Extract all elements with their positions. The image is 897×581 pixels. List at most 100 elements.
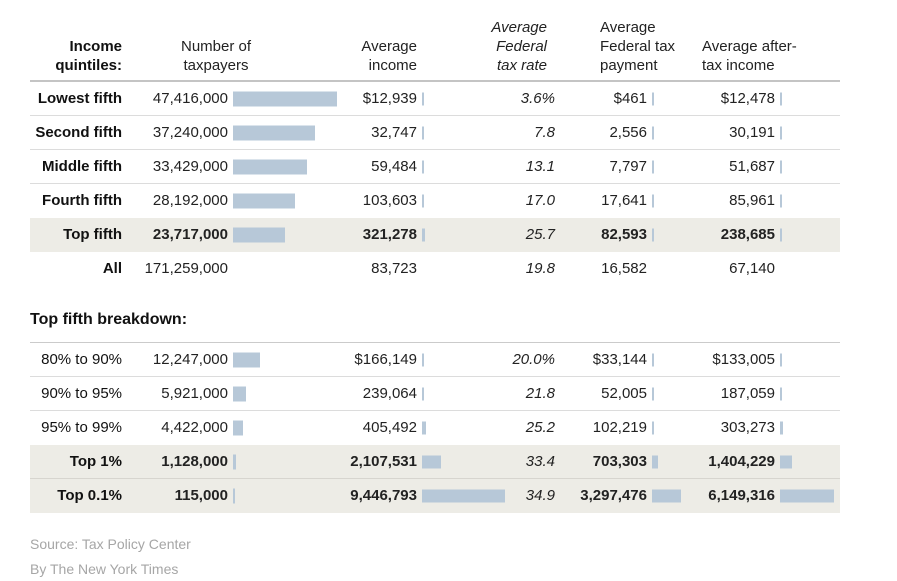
taxpayers-value: 115,000 (174, 487, 228, 504)
tax-payment-bar (652, 126, 654, 139)
income-cell: 103,603 (228, 184, 424, 218)
tax-payment-bar (652, 160, 654, 173)
after-tax-bar (780, 353, 782, 366)
header-line: tax income (702, 57, 775, 74)
after-tax-bar (780, 387, 782, 400)
tax-payment-cell: 703,303 (555, 445, 659, 478)
taxpayers-value: 28,192,000 (152, 192, 228, 209)
row-label: Top 0.1% (57, 487, 122, 504)
income-bar (422, 353, 424, 366)
after-tax-value: 85,961 (729, 192, 775, 209)
table-row-top-fifth: Top fifth 23,717,000 321,278 25.7 82,593… (30, 218, 840, 252)
taxpayers-value: 1,128,000 (161, 453, 228, 470)
row-label: Top fifth (63, 226, 122, 243)
taxpayers-value: 4,422,000 (161, 419, 228, 436)
income-value: 239,064 (362, 385, 417, 402)
taxpayers-cell: 4,422,000 (122, 411, 243, 445)
col-header-average-after-tax-income: Average after- tax income (702, 37, 797, 75)
income-bar (422, 92, 424, 105)
after-tax-cell: $12,478 (647, 82, 782, 115)
col-header-average-federal-tax-payment: Average Federal tax payment (600, 18, 675, 75)
income-cell: 239,064 (228, 377, 425, 410)
taxpayers-cell: 33,429,000 (122, 150, 307, 183)
tax-payment-cell: 7,797 (555, 150, 654, 183)
tax-rate-value: 17.0 (525, 192, 555, 209)
tax-payment-bar (652, 92, 654, 105)
after-tax-bar (780, 455, 793, 468)
after-tax-bar (780, 489, 835, 503)
income-cell: 2,107,531 (228, 445, 441, 478)
income-cell: $166,149 (228, 343, 424, 376)
taxpayers-bar (233, 91, 338, 106)
income-value: 103,603 (362, 192, 417, 209)
income-quintiles-table: Income quintiles: Number of taxpayers Av… (30, 0, 840, 513)
taxpayers-bar (233, 193, 295, 209)
after-tax-value: 67,140 (729, 260, 775, 277)
taxpayers-bar (233, 227, 286, 243)
tax-rate-value: 3.6% (520, 90, 555, 107)
tax-rate-value: 33.4 (525, 453, 555, 470)
header-line: Federal tax (600, 38, 676, 55)
income-value: $12,939 (362, 90, 417, 107)
taxpayers-value: 12,247,000 (152, 351, 228, 368)
income-value: 2,107,531 (350, 453, 417, 470)
taxpayers-cell: 23,717,000 (122, 218, 286, 252)
table-row-top-01pct: Top 0.1% 115,000 9,446,793 34.9 3,297,47… (30, 479, 840, 513)
taxpayers-cell: 5,921,000 (122, 377, 246, 410)
after-tax-bar (780, 194, 782, 208)
tax-rate-value: 20.0% (512, 351, 555, 368)
source-note: Source: Tax Policy Center (30, 536, 191, 552)
taxpayers-value: 47,416,000 (152, 90, 228, 107)
after-tax-value: 187,059 (720, 385, 775, 402)
tax-payment-bar (652, 455, 659, 468)
tax-payment-value: $461 (613, 90, 647, 107)
income-bar (422, 387, 425, 400)
income-cell: $12,939 (228, 82, 424, 115)
income-value: 59,484 (371, 158, 417, 175)
row-label: 90% to 95% (41, 385, 122, 402)
taxpayers-bar (233, 125, 315, 140)
row-label: 80% to 90% (41, 351, 122, 368)
taxpayers-bar (233, 488, 235, 504)
income-bar (422, 126, 424, 139)
table-row-fourth-fifth: Fourth fifth 28,192,000 103,603 17.0 17,… (30, 184, 840, 218)
taxpayers-cell: 47,416,000 (122, 82, 338, 115)
taxpayers-cell: 12,247,000 (122, 343, 260, 376)
income-bar (422, 160, 424, 173)
tax-rate-value: 13.1 (525, 158, 555, 175)
tax-payment-value: 7,797 (609, 158, 647, 175)
after-tax-cell: 238,685 (647, 218, 783, 252)
income-bar (422, 421, 426, 435)
col-header-average-income: Average income (317, 37, 417, 75)
income-cell: 59,484 (228, 150, 424, 183)
breakdown-section: 80% to 90% 12,247,000 $166,149 20.0% $33… (30, 343, 840, 513)
header-line: payment (600, 57, 658, 74)
taxpayers-cell: 28,192,000 (122, 184, 295, 218)
breakdown-section-heading: Top fifth breakdown: (30, 311, 840, 343)
after-tax-bar (780, 228, 783, 242)
tax-rate-value: 7.8 (534, 124, 555, 141)
after-tax-value: 1,404,229 (708, 453, 775, 470)
after-tax-value: $12,478 (720, 90, 775, 107)
header-line: Federal (496, 38, 547, 55)
table-row-95-to-99: 95% to 99% 4,422,000 405,492 25.2 102,21… (30, 411, 840, 445)
after-tax-cell: 187,059 (647, 377, 782, 410)
after-tax-cell: 85,961 (647, 184, 782, 218)
tax-payment-bar (652, 489, 681, 503)
header-line: income (368, 57, 417, 74)
table-header: Income quintiles: Number of taxpayers Av… (30, 0, 840, 82)
taxpayers-value: 171,259,000 (144, 260, 228, 277)
table-row-top-1pct: Top 1% 1,128,000 2,107,531 33.4 703,303 … (30, 445, 840, 479)
taxpayers-cell: 1,128,000 (122, 445, 236, 478)
income-bar (422, 228, 425, 242)
tax-payment-value: 17,641 (601, 192, 647, 209)
tax-rate-value: 19.8 (525, 260, 555, 277)
table-row-second-fifth: Second fifth 37,240,000 32,747 7.8 2,556… (30, 116, 840, 150)
after-tax-cell: 6,149,316 (647, 479, 835, 513)
tax-payment-cell: 102,219 (555, 411, 654, 445)
row-label: Middle fifth (42, 158, 122, 175)
income-cell: 321,278 (228, 218, 425, 252)
income-value: 9,446,793 (350, 487, 417, 504)
after-tax-cell: 303,273 (647, 411, 783, 445)
tax-rate-value: 25.7 (525, 226, 555, 243)
